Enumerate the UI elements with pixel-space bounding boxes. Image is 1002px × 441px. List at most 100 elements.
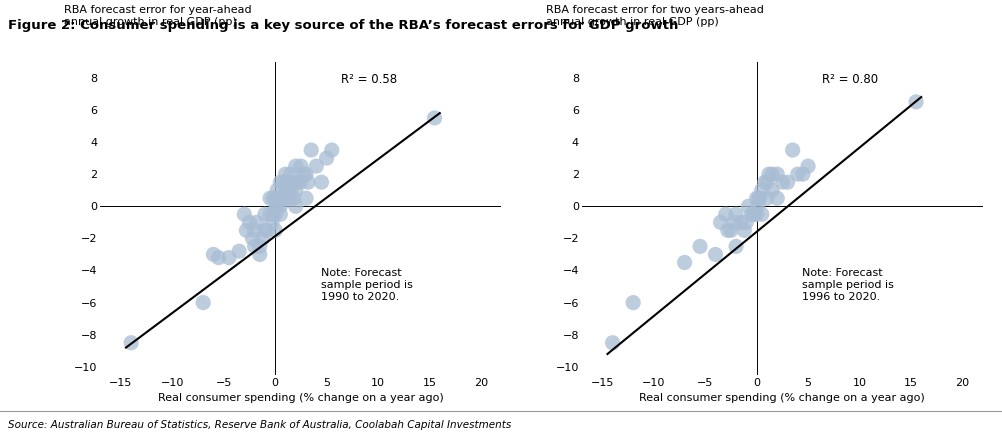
Point	[795, 171, 811, 178]
Point	[123, 339, 139, 346]
Point	[779, 179, 795, 186]
Point	[270, 194, 286, 202]
Point	[210, 254, 226, 261]
Point	[248, 219, 265, 226]
X-axis label: Real consumer spending (% change on a year ago): Real consumer spending (% change on a ye…	[639, 393, 924, 403]
Point	[319, 154, 335, 161]
Point	[265, 194, 281, 202]
Point	[272, 211, 288, 218]
Point	[262, 194, 278, 202]
Text: Note: Forecast
sample period is
1990 to 2020.: Note: Forecast sample period is 1990 to …	[321, 269, 413, 302]
Text: RBA forecast error for year-ahead
annual growth in real GDP (pp): RBA forecast error for year-ahead annual…	[64, 5, 252, 27]
Point	[732, 219, 748, 226]
Point	[252, 243, 268, 250]
Point	[769, 194, 785, 202]
Point	[747, 211, 764, 218]
Point	[272, 203, 288, 210]
Text: Source: Australian Bureau of Statistics, Reserve Bank of Australia, Coolabah Cap: Source: Australian Bureau of Statistics,…	[8, 419, 511, 430]
Point	[676, 259, 692, 266]
Point	[264, 219, 280, 226]
Point	[293, 179, 309, 186]
Point	[800, 163, 816, 170]
Point	[308, 163, 324, 170]
Point	[288, 187, 304, 194]
Point	[255, 235, 271, 242]
Point	[293, 163, 309, 170]
Point	[236, 211, 253, 218]
Point	[324, 146, 340, 153]
Point	[745, 211, 762, 218]
Text: RBA forecast error for two years-ahead
annual growth in real GDP (pp): RBA forecast error for two years-ahead a…	[545, 5, 763, 27]
Point	[290, 179, 306, 186]
Point	[717, 211, 733, 218]
Point	[280, 179, 296, 186]
Point	[769, 171, 785, 178]
Point	[286, 179, 302, 186]
Text: Figure 2: Consumer spending is a key source of the RBA’s forecast errors for GDP: Figure 2: Consumer spending is a key sou…	[8, 19, 677, 32]
Point	[789, 171, 805, 178]
Point	[268, 203, 284, 210]
Point	[303, 146, 319, 153]
Point	[252, 251, 268, 258]
Point	[757, 179, 773, 186]
Point	[269, 203, 285, 210]
Point	[753, 211, 769, 218]
Point	[283, 171, 299, 178]
Point	[241, 219, 258, 226]
Point	[753, 187, 769, 194]
Point	[283, 194, 299, 202]
Text: Note: Forecast
sample period is
1996 to 2020.: Note: Forecast sample period is 1996 to …	[802, 269, 894, 302]
Point	[727, 211, 743, 218]
Point	[314, 179, 330, 186]
Point	[278, 194, 294, 202]
Point	[748, 203, 765, 210]
Point	[278, 171, 294, 178]
Point	[727, 243, 743, 250]
Point	[759, 179, 775, 186]
Point	[749, 194, 766, 202]
Point	[286, 194, 302, 202]
Point	[259, 227, 275, 234]
Point	[300, 179, 316, 186]
Point	[230, 248, 246, 255]
Point	[246, 227, 263, 234]
Point	[711, 219, 727, 226]
Point	[246, 243, 263, 250]
Point	[759, 194, 775, 202]
Point	[205, 251, 221, 258]
Point	[244, 235, 261, 242]
Point	[744, 211, 761, 218]
Point	[426, 114, 442, 121]
Point	[266, 211, 282, 218]
Point	[269, 187, 285, 194]
Point	[747, 194, 764, 202]
Point	[262, 211, 278, 218]
Point	[761, 171, 777, 178]
Point	[238, 227, 255, 234]
Point	[764, 187, 780, 194]
Point	[722, 227, 738, 234]
Point	[288, 163, 304, 170]
Point	[784, 146, 800, 153]
Text: R² = 0.58: R² = 0.58	[341, 73, 397, 86]
Point	[283, 187, 299, 194]
Point	[604, 339, 620, 346]
Point	[624, 299, 640, 306]
Point	[750, 194, 767, 202]
Point	[735, 227, 752, 234]
Point	[739, 203, 756, 210]
Point	[276, 179, 292, 186]
Point	[691, 243, 707, 250]
Text: R² = 0.80: R² = 0.80	[822, 73, 878, 86]
Point	[764, 171, 780, 178]
Point	[281, 187, 297, 194]
Point	[774, 179, 790, 186]
Point	[288, 203, 304, 210]
Point	[706, 251, 722, 258]
Point	[220, 254, 236, 261]
Point	[267, 227, 283, 234]
Point	[298, 194, 314, 202]
Point	[195, 299, 211, 306]
Point	[278, 187, 294, 194]
Point	[276, 194, 292, 202]
